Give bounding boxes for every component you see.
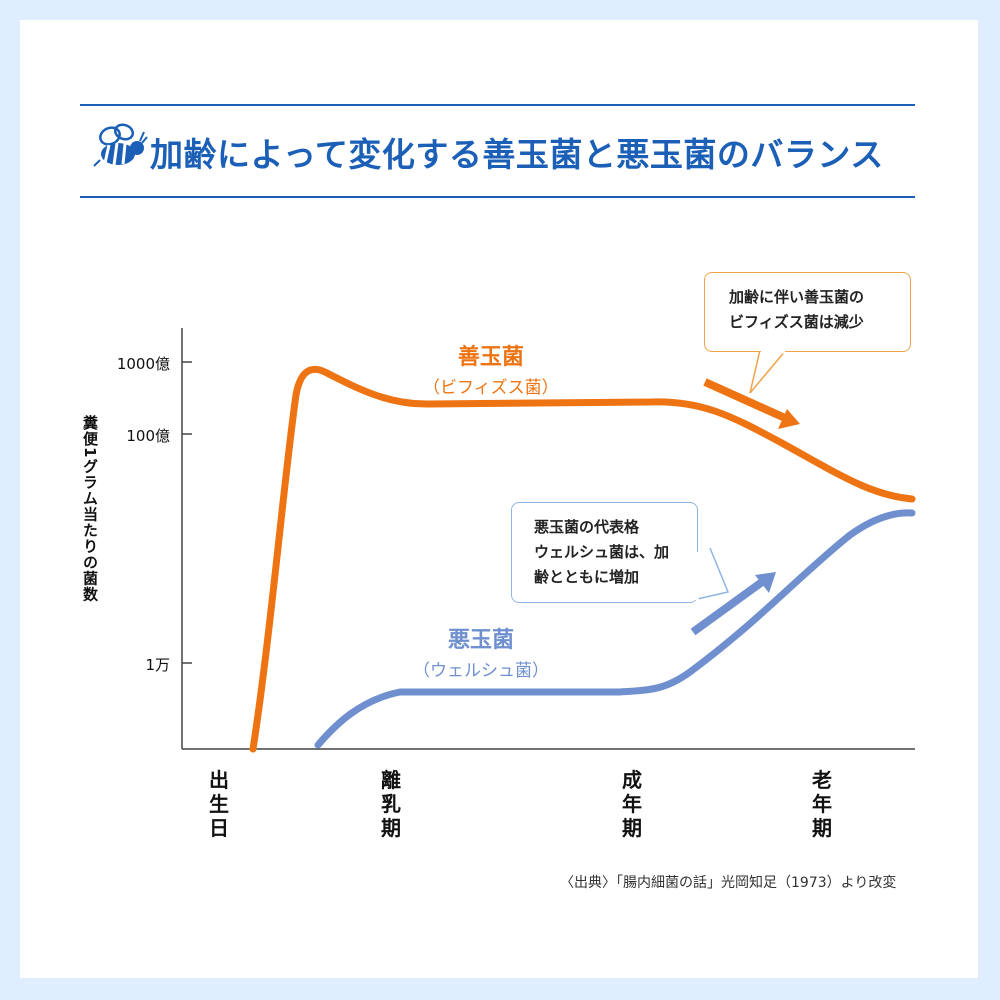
y-tick-label: 1000億 — [116, 355, 170, 373]
callout-pointer-good — [749, 349, 787, 394]
callout-bad-line: 齢とともに増加 — [534, 568, 640, 586]
y-tick-label: 100億 — [126, 427, 170, 445]
callout-good-line: 加齢に伴い善玉菌の — [729, 288, 865, 306]
series-sub-bad: （ウェルシュ菌） — [413, 661, 549, 681]
title-top-rule — [80, 104, 915, 106]
series-sub-good: （ビフィズス菌） — [423, 378, 559, 398]
series-name-bad: 悪玉菌 — [447, 628, 514, 653]
callout-bad-line: 悪玉菌の代表格 — [534, 518, 640, 536]
series-name-good: 善玉菌 — [457, 345, 524, 370]
increase-arrow-head — [755, 572, 776, 593]
increase-arrow — [690, 578, 765, 636]
callout-pointer-bad — [692, 547, 730, 601]
chart-title: 加齢によって変化する善玉菌と悪玉菌のバランス — [150, 135, 884, 174]
callout-good: 加齢に伴い善玉菌の ビフィズス菌は減少 — [704, 272, 911, 352]
x-tick-label: 離乳期 — [381, 768, 401, 840]
source-note: 〈出典〉「腸内細菌の話」光岡知足（1973）より改変 — [560, 875, 897, 891]
y-tick-label: 1万 — [145, 656, 170, 674]
callout-bad-line: ウェルシュ菌は、加 — [534, 543, 670, 561]
decrease-arrow-head — [778, 409, 800, 429]
callout-good-line: ビフィズス菌は減少 — [729, 313, 864, 331]
decrease-arrow — [703, 378, 787, 422]
x-tick-label: 老年期 — [812, 768, 832, 840]
x-tick-label: 成年期 — [622, 768, 642, 840]
title-bottom-rule — [80, 196, 915, 198]
x-tick-label: 出生日 — [209, 768, 229, 840]
bee-icon — [92, 122, 148, 178]
series-line-bad — [314, 509, 916, 749]
series-line-good — [249, 365, 916, 753]
callout-bad: 悪玉菌の代表格 ウェルシュ菌は、加 齢とともに増加 — [511, 502, 698, 603]
chart-card — [20, 20, 978, 978]
y-axis-title: 糞便1グラム当たりの菌数 — [81, 415, 99, 603]
series-label-good: 善玉菌 （ビフィズス菌） — [423, 339, 559, 398]
series-label-bad: 悪玉菌 （ウェルシュ菌） — [413, 622, 549, 681]
